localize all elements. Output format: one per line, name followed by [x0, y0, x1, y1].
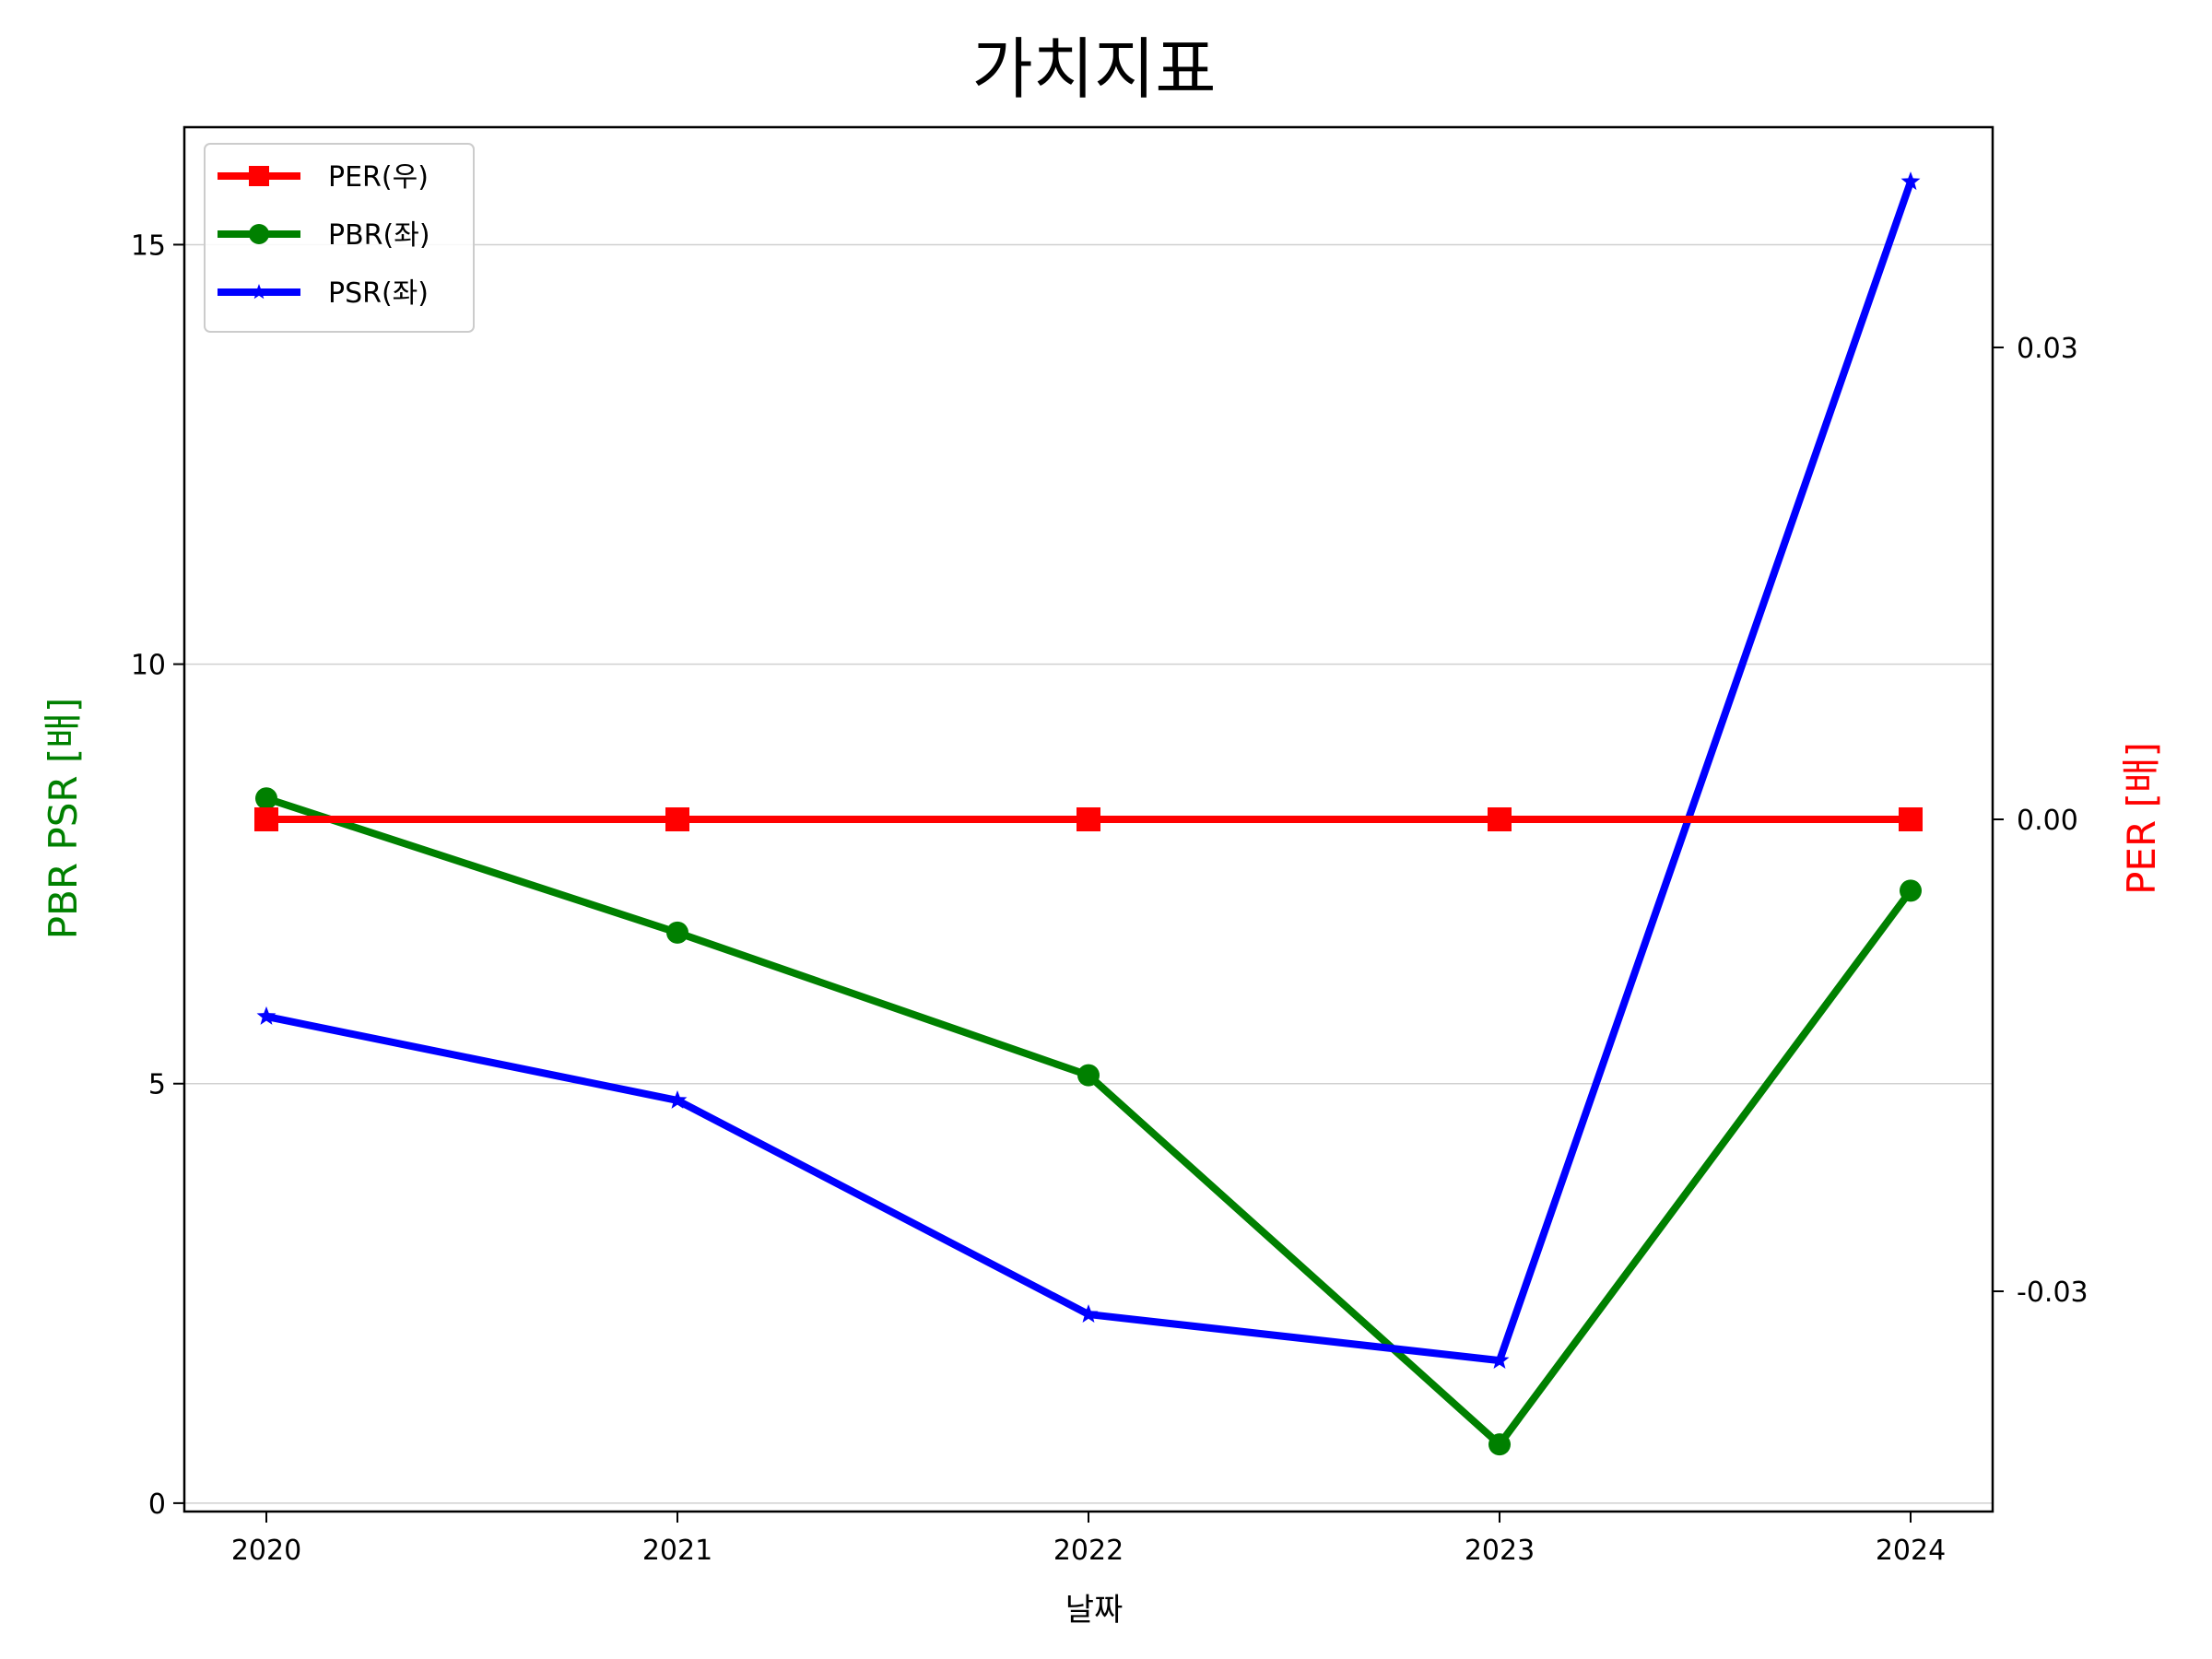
per-data-point — [1488, 807, 1512, 831]
legend-box — [204, 143, 475, 333]
x-tick-label: 2020 — [231, 1535, 301, 1567]
legend-per-label: PER(우) — [328, 161, 429, 194]
per-data-point — [254, 807, 278, 831]
pbr-data-point — [666, 921, 688, 944]
psr-data-point — [667, 1089, 688, 1109]
right-y-tick-label: -0.03 — [2017, 1277, 2088, 1309]
legend-psr-marker — [251, 284, 267, 300]
psr-data-point — [256, 1006, 276, 1025]
psr-data-point — [1078, 1304, 1099, 1323]
legend-psr-label: PSR(좌) — [328, 277, 429, 310]
per-data-point — [665, 807, 689, 831]
legend: PER(우) PBR(좌) PSR(좌) — [204, 143, 475, 333]
right-y-tick-label: 0.03 — [2017, 333, 2078, 365]
left-y-tick-label: 5 — [148, 1069, 166, 1101]
left-y-tick-label: 10 — [131, 650, 166, 682]
left-y-tick-label: 15 — [131, 229, 166, 262]
pbr-data-point — [1077, 1064, 1100, 1087]
x-axis-label: 날짜 — [1065, 1592, 1124, 1629]
right-y-tick-label: 0.00 — [2017, 805, 2078, 837]
legend-per-marker — [249, 166, 269, 186]
left-y-tick-label: 0 — [148, 1488, 166, 1521]
psr-data-point — [1900, 171, 1921, 191]
chart-title: 가치지표 — [972, 30, 1217, 108]
axes: 0 5 10 15 -0.03 0.00 0.03 2020 2021 2022 2023 2024 — [131, 125, 2088, 1567]
x-tick-label: 2022 — [1053, 1535, 1124, 1567]
left-y-axis-label: PBR PSR [배] — [41, 698, 86, 940]
x-tick-label: 2021 — [642, 1535, 712, 1567]
psr-data-point — [1489, 1350, 1510, 1370]
pbr-data-point — [1900, 879, 1922, 902]
pbr-data-point — [255, 787, 277, 810]
per-data-point — [1899, 807, 1923, 831]
x-tick-label: 2023 — [1465, 1535, 1535, 1567]
per-data-point — [1077, 807, 1100, 831]
x-tick-label: 2024 — [1876, 1535, 1946, 1567]
right-y-axis-label: PER [배] — [2119, 742, 2164, 895]
plot-area — [254, 171, 1923, 1456]
legend-pbr-label: PBR(좌) — [328, 219, 430, 252]
pbr-data-point — [1488, 1433, 1511, 1456]
legend-pbr-marker — [249, 224, 269, 244]
